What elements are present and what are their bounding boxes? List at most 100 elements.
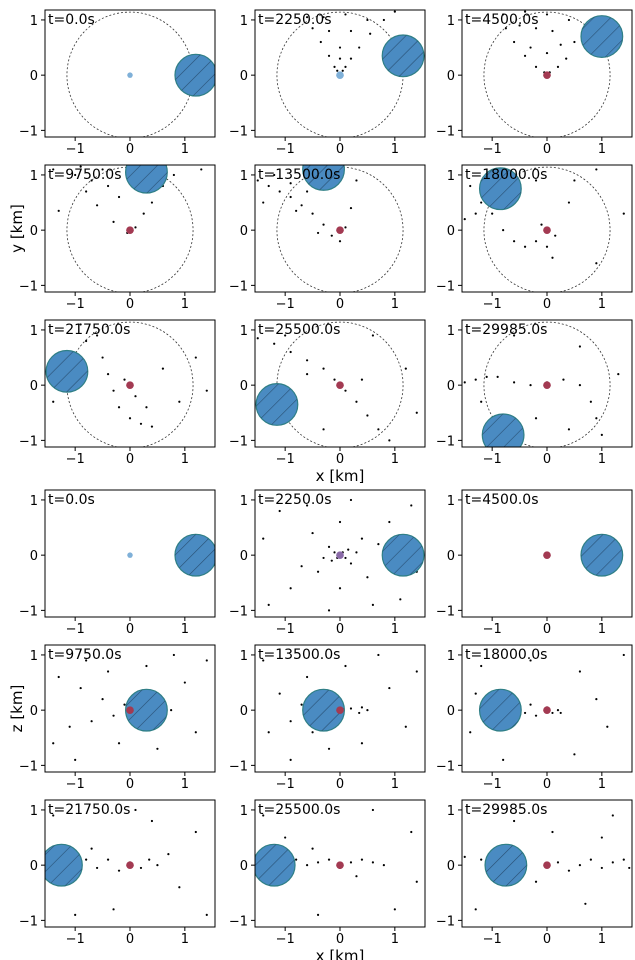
- y-tick-label: 1: [30, 804, 38, 819]
- primary: [543, 381, 551, 389]
- moon-hatch: [174, 534, 215, 576]
- particle: [355, 179, 358, 182]
- x-tick-label: 1: [181, 932, 189, 947]
- particle: [504, 27, 507, 30]
- particle: [305, 16, 309, 19]
- particle: [57, 209, 60, 212]
- particle: [85, 659, 88, 662]
- particle: [556, 65, 560, 68]
- particle: [327, 747, 331, 750]
- particle: [128, 417, 132, 420]
- particle: [205, 913, 208, 916]
- particle: [145, 664, 148, 668]
- moon-hatch: [174, 54, 215, 96]
- particle: [371, 334, 375, 337]
- x-tick-label: 1: [598, 932, 606, 947]
- x-tick-label: 0: [126, 777, 134, 792]
- particle: [366, 18, 369, 22]
- y-tick-label: 0: [240, 704, 248, 719]
- particle: [295, 209, 298, 212]
- particle: [369, 32, 372, 35]
- particle: [150, 425, 154, 428]
- particle: [589, 400, 592, 403]
- particle: [200, 168, 203, 171]
- particle: [600, 836, 603, 839]
- particle: [344, 664, 347, 668]
- x-tick-label: 1: [391, 622, 399, 637]
- particle: [404, 725, 407, 728]
- particle: [95, 204, 99, 207]
- particle: [338, 240, 342, 243]
- particle: [262, 201, 265, 204]
- particle: [79, 323, 82, 326]
- particle: [90, 179, 93, 182]
- panel-title: t=21750.0s: [48, 802, 130, 818]
- particle: [57, 675, 60, 679]
- y-tick-label: −1: [436, 759, 455, 774]
- panel-title: t=2250.0s: [258, 12, 332, 28]
- particle: [469, 731, 472, 734]
- x-tick-label: 1: [181, 622, 189, 637]
- y-tick-label: 0: [240, 69, 248, 84]
- particle: [338, 46, 342, 49]
- particle: [172, 173, 175, 177]
- particle: [559, 711, 562, 715]
- y-tick-label: −1: [19, 124, 38, 139]
- x-tick-label: 1: [181, 142, 189, 157]
- y-tick-label: −1: [19, 434, 38, 449]
- particle: [518, 24, 521, 27]
- primary: [126, 226, 134, 234]
- dashed-circle: [483, 321, 611, 447]
- particle: [415, 670, 418, 673]
- x-tick-label: −1: [66, 932, 85, 947]
- panel: −1 0 1 −1 0 1 t=4500.0s: [436, 489, 633, 637]
- particle: [410, 504, 413, 507]
- panel-title: t=21750.0s: [48, 322, 130, 338]
- x-tick-label: 1: [181, 297, 189, 312]
- moon-hatch: [302, 165, 345, 191]
- x-tick-label: 1: [598, 142, 606, 157]
- moon-hatch: [479, 689, 522, 731]
- plot-area: [256, 165, 404, 292]
- x-tick-label: −1: [483, 932, 502, 947]
- particle: [344, 65, 347, 68]
- particle: [311, 531, 314, 535]
- particle: [355, 551, 358, 554]
- particle: [355, 400, 358, 403]
- x-tick-label: 0: [543, 297, 551, 312]
- particle: [349, 57, 353, 60]
- particle: [360, 742, 364, 745]
- moon-hatch: [125, 689, 168, 731]
- primary: [336, 226, 344, 234]
- particle: [388, 439, 391, 442]
- particle: [305, 190, 309, 193]
- particle: [112, 908, 115, 911]
- particle: [600, 866, 603, 870]
- particle: [295, 858, 298, 861]
- x-tick-label: 0: [336, 777, 344, 792]
- particle: [311, 27, 314, 30]
- primary: [543, 71, 551, 79]
- y-tick-label: −1: [229, 279, 248, 294]
- x-tick-label: 0: [543, 142, 551, 157]
- particle: [578, 864, 582, 867]
- particle: [512, 819, 516, 823]
- particle: [300, 204, 303, 207]
- particle: [322, 16, 325, 19]
- particle: [347, 548, 350, 551]
- particle: [463, 381, 466, 384]
- particle: [305, 373, 309, 376]
- particle: [327, 29, 331, 33]
- plot-area: [255, 808, 418, 916]
- y-tick-label: −1: [436, 279, 455, 294]
- particle: [289, 587, 292, 590]
- particle: [267, 184, 270, 188]
- particle: [139, 866, 143, 870]
- particle: [316, 231, 320, 235]
- y-tick-label: −1: [19, 279, 38, 294]
- particle: [622, 653, 625, 657]
- particle: [330, 234, 333, 237]
- y-tick-label: 1: [447, 804, 455, 819]
- particle: [578, 670, 582, 673]
